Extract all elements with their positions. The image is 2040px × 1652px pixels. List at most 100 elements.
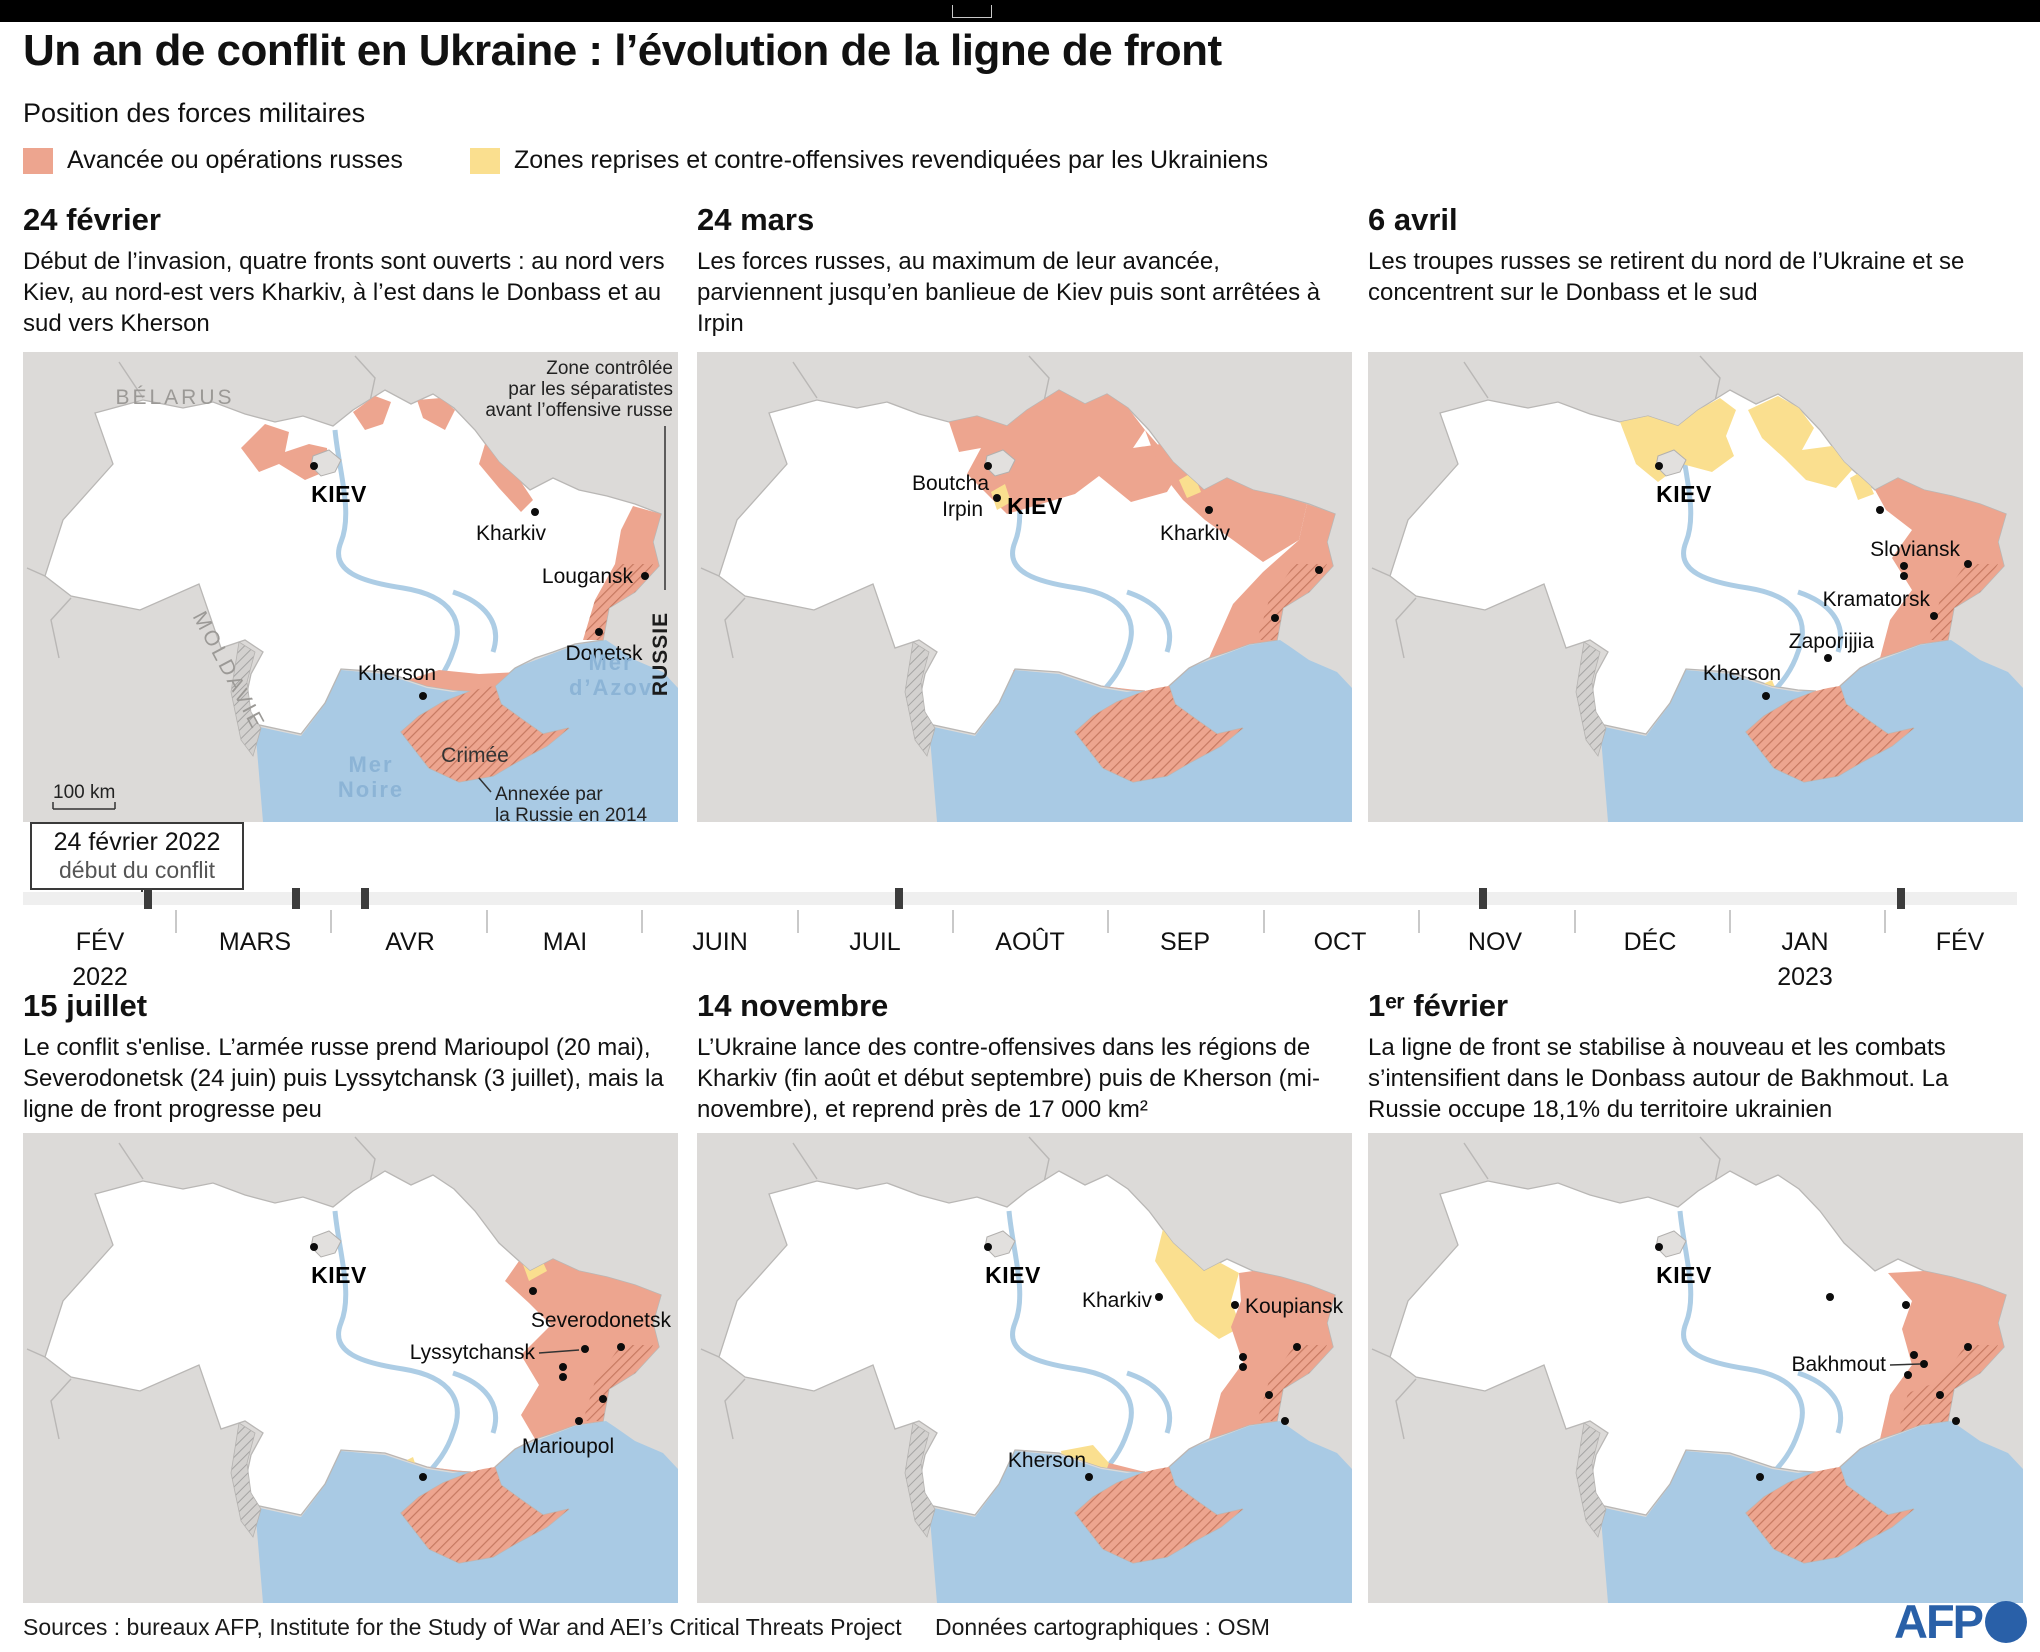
ukraine-map: KIEV Severodonetsk Lyssytchansk Marioupol — [23, 1133, 678, 1603]
timeline-month-oct: OCT — [1313, 928, 1367, 956]
timeline-month-mars: MARS — [218, 928, 292, 956]
map-label: Kharkiv — [1160, 522, 1231, 545]
russian-zone — [1928, 564, 1998, 640]
city-dot — [559, 1363, 567, 1371]
panel-description: La ligne de front se stabilise à nouveau… — [1368, 1034, 1949, 1123]
timeline-bar — [23, 892, 2017, 905]
map-labels: KIEV Sloviansk Kramatorsk Zaporijjia Kherson — [1656, 481, 1972, 700]
map-country-borders — [1371, 1136, 1721, 1440]
map-country-borders — [700, 355, 1050, 659]
legend-label-russian: Avancée ou opérations russes — [67, 146, 403, 174]
moldova-hatched-area — [1575, 641, 1607, 757]
map-panel-2: Boutcha Irpin KIEV Kharkiv — [697, 352, 1352, 822]
map-labels: KIEV Kharkiv Koupiansk Kherson — [985, 1262, 1344, 1481]
front-line-zones — [949, 390, 1335, 782]
timeline-event-box: 24 février 2022 début du conflit — [30, 822, 244, 890]
city-dot — [419, 692, 427, 700]
afp-logo-text: AFP — [1894, 1595, 1984, 1648]
ukrainian-zone — [1850, 470, 1874, 500]
kiev-city-shape — [310, 1230, 342, 1258]
city-dot — [531, 508, 539, 516]
map-country-borders — [1371, 355, 1721, 659]
legend-swatch-ukrainian — [470, 147, 500, 174]
russian-zone — [1875, 478, 2006, 658]
timeline-month-separator — [641, 910, 644, 933]
legend-item-ukrainian: Zones reprises et contre-offensives reve… — [470, 146, 1268, 175]
city-dot — [641, 572, 649, 580]
moldova-hatched-area — [904, 1422, 936, 1538]
city-dot — [1876, 506, 1884, 514]
russian-zone — [1075, 1467, 1243, 1563]
timeline-month-juil: JUIL — [849, 928, 901, 956]
city-dot — [1271, 614, 1279, 622]
leader-line — [478, 777, 492, 793]
russian-zone — [401, 686, 569, 782]
city-dot — [1910, 1351, 1918, 1359]
dnieper-river — [1677, 429, 1844, 700]
map-label: Donetsk — [565, 642, 643, 665]
russian-zone — [1075, 686, 1243, 782]
map-label: Lougansk — [542, 565, 634, 588]
ukraine-map: KIEV Bakhmout — [1368, 1133, 2023, 1603]
sources-credit: Sources : bureaux AFP, Institute for the… — [23, 1614, 902, 1640]
city-dot — [1900, 562, 1908, 570]
map-inner — [949, 390, 1335, 782]
city-dot — [1239, 1353, 1247, 1361]
city-dot — [1231, 1301, 1239, 1309]
map-panel-1: BÉLARUS MOLDAVIE KIEV Kharkiv Lougansk Donets… — [23, 352, 678, 822]
page-subtitle: Position des forces militaires — [23, 98, 366, 128]
kiev-city-shape — [1655, 1230, 1687, 1258]
kiev-city-shape — [1655, 449, 1687, 477]
moldova-hatched-area — [230, 1422, 262, 1538]
russian-zone — [241, 424, 329, 480]
russian-zone — [401, 1467, 569, 1563]
kiev-city-shape — [984, 1230, 1016, 1258]
city-dot — [1964, 1343, 1972, 1351]
timeline-event-caption: début du conflit — [58, 857, 215, 883]
leader-line — [538, 1349, 580, 1354]
russian-zone — [1257, 1345, 1327, 1421]
timeline-month-fév: FÉV — [1935, 928, 1985, 956]
timeline-month-separator — [330, 910, 333, 933]
timeline-month-mai: MAI — [542, 928, 588, 956]
map-label: Severodonetsk — [531, 1309, 672, 1332]
map-labels: KIEV Severodonetsk Lyssytchansk Marioupol — [311, 1262, 671, 1481]
map-label: KIEV — [985, 1262, 1041, 1288]
map-label: Crimée — [441, 744, 509, 767]
panel-description: Les troupes russes se retirent du nord d… — [1368, 248, 1965, 306]
city-dot — [1920, 1360, 1928, 1368]
city-dot — [581, 1345, 589, 1353]
russian-zone — [1209, 504, 1335, 658]
city-dot — [595, 628, 603, 636]
map-label: KIEV — [311, 1262, 367, 1288]
ukraine-map: KIEV Kharkiv Koupiansk Kherson — [697, 1133, 1352, 1603]
timeline-month-août: AOÛT — [995, 928, 1065, 956]
timeline-event-tick — [1479, 888, 1487, 909]
russian-zone — [1746, 686, 1914, 782]
russian-zone — [949, 390, 1183, 514]
city-dot — [1936, 1391, 1944, 1399]
timeline-event-tick — [361, 888, 369, 909]
panel-date-heading: 14 novembre — [697, 988, 889, 1023]
dnieper-river — [1677, 1210, 1844, 1481]
map-label: KIEV — [1007, 493, 1063, 519]
russian-zone — [1209, 1271, 1335, 1439]
map-label: RUSSIE — [649, 612, 672, 696]
ukraine-map: Boutcha Irpin KIEV Kharkiv — [697, 352, 1352, 822]
timeline-month-juin: JUIN — [692, 928, 748, 956]
panel-description: Le conflit s'enlise. L’armée russe prend… — [23, 1034, 664, 1123]
legend-swatch-russian — [23, 147, 53, 174]
russian-zone — [1145, 430, 1307, 562]
city-dot — [1239, 1363, 1247, 1371]
map-data-credit: Données cartographiques : OSM — [935, 1614, 1270, 1640]
panel-description: L’Ukraine lance des contre-offensives da… — [697, 1034, 1320, 1123]
city-dot — [1904, 1371, 1912, 1379]
city-dot — [575, 1417, 583, 1425]
map-labels: KIEV Bakhmout — [1656, 1262, 1972, 1481]
panel-description: Les forces russes, au maximum de leur av… — [697, 248, 1321, 337]
city-dot — [1952, 1417, 1960, 1425]
city-dot — [529, 1287, 537, 1295]
timeline-year: 2023 — [1777, 963, 1833, 991]
timeline-event-tick — [292, 888, 300, 909]
